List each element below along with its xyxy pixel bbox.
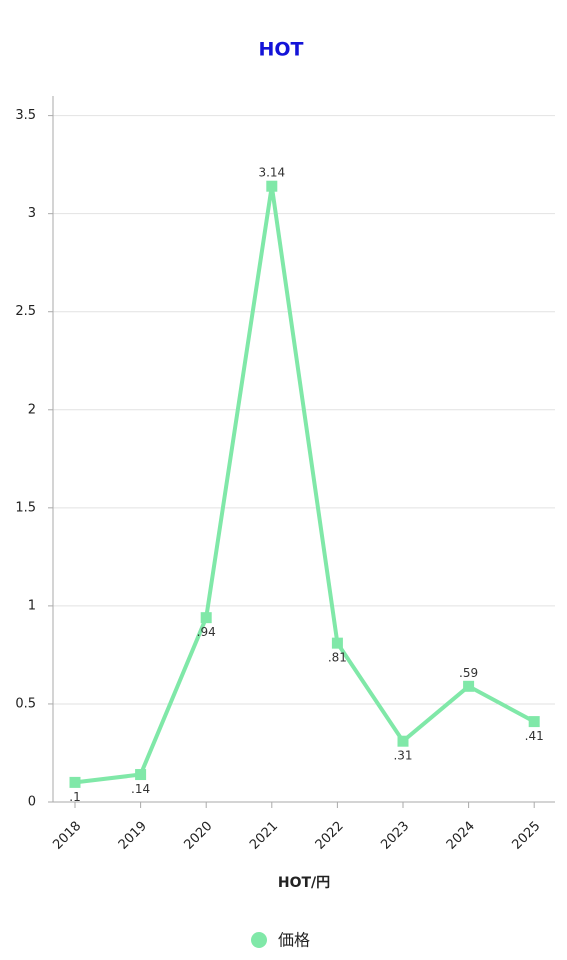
- point: [397, 735, 409, 747]
- y-tick-label: 2: [28, 402, 36, 417]
- point: [463, 680, 475, 692]
- x-tick-label: 2022: [313, 819, 347, 853]
- y-tick-label: 1.5: [15, 500, 36, 515]
- y-tick-label: 0: [28, 795, 36, 810]
- value-label: .41: [525, 729, 544, 743]
- point: [135, 769, 147, 781]
- value-label: .59: [459, 666, 478, 680]
- point: [528, 716, 540, 728]
- x-tick-label: 2025: [509, 819, 543, 853]
- line: [74, 185, 536, 785]
- x-axis-label: HOT/円: [278, 875, 330, 891]
- legend-label: 価格: [278, 931, 310, 950]
- y-tick-label: 3: [28, 206, 36, 221]
- y-tick-label: 0.5: [15, 696, 36, 711]
- x-tick-label: 2019: [116, 819, 150, 853]
- y-tick-label: 1: [28, 598, 36, 613]
- y-tick-label: 2.5: [15, 304, 36, 319]
- point: [266, 180, 278, 192]
- value-label: .81: [328, 651, 347, 665]
- value-label: .14: [131, 782, 150, 796]
- x-tick-label: 2023: [378, 819, 412, 853]
- point: [200, 612, 212, 624]
- value-label: .1: [69, 790, 80, 804]
- x-tick-label: 2024: [444, 819, 478, 853]
- point: [331, 637, 343, 649]
- x-tick-label: 2020: [181, 819, 215, 853]
- legend-marker: [251, 932, 267, 948]
- y-tick-label: 3.5: [15, 108, 36, 123]
- value-label: .94: [197, 625, 216, 639]
- value-label: .31: [393, 749, 412, 763]
- point: [69, 776, 81, 788]
- x-tick-label: 2018: [50, 819, 84, 853]
- value-label: 3.14: [258, 166, 285, 180]
- chart-title: HOT: [258, 39, 303, 61]
- x-tick-label: 2021: [247, 819, 281, 853]
